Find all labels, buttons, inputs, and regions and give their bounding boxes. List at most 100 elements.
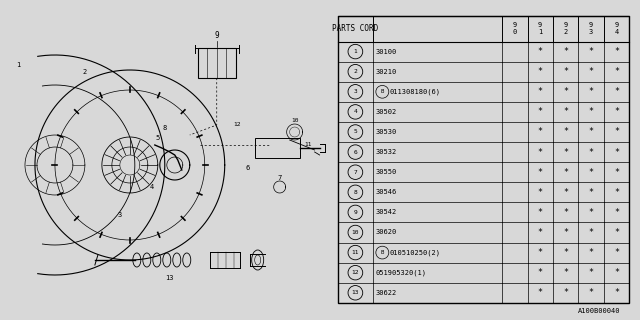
Text: 7: 7 xyxy=(353,170,357,175)
Text: 9
2: 9 2 xyxy=(564,22,568,35)
Text: *: * xyxy=(538,248,543,257)
Text: 30530: 30530 xyxy=(376,129,397,135)
Text: *: * xyxy=(614,248,619,257)
Text: 9
1: 9 1 xyxy=(538,22,542,35)
Text: 30622: 30622 xyxy=(376,290,397,296)
Text: *: * xyxy=(589,228,594,237)
Text: 30620: 30620 xyxy=(376,229,397,236)
Text: A100B00040: A100B00040 xyxy=(579,308,621,314)
Text: 9
0: 9 0 xyxy=(513,22,517,35)
Text: 30542: 30542 xyxy=(376,209,397,215)
Text: *: * xyxy=(614,268,619,277)
Text: *: * xyxy=(614,228,619,237)
Text: *: * xyxy=(614,168,619,177)
Text: 5: 5 xyxy=(353,130,357,134)
Text: *: * xyxy=(589,108,594,116)
Text: *: * xyxy=(563,268,568,277)
Text: *: * xyxy=(589,148,594,156)
Text: *: * xyxy=(563,67,568,76)
Text: *: * xyxy=(614,148,619,156)
Text: *: * xyxy=(589,168,594,177)
Text: 9: 9 xyxy=(214,31,219,40)
Text: *: * xyxy=(589,188,594,197)
Text: *: * xyxy=(589,67,594,76)
Text: 8: 8 xyxy=(163,125,167,131)
Text: *: * xyxy=(538,127,543,137)
Text: *: * xyxy=(563,47,568,56)
Text: 4: 4 xyxy=(150,184,154,190)
Text: 051905320(1): 051905320(1) xyxy=(376,269,427,276)
Text: 13: 13 xyxy=(351,290,359,295)
Text: *: * xyxy=(538,168,543,177)
Text: *: * xyxy=(563,168,568,177)
Text: 10: 10 xyxy=(291,117,298,123)
Text: 30100: 30100 xyxy=(376,49,397,55)
Text: 30546: 30546 xyxy=(376,189,397,195)
Text: 12: 12 xyxy=(233,123,241,127)
Text: 12: 12 xyxy=(351,270,359,275)
Text: *: * xyxy=(563,127,568,137)
Text: 1: 1 xyxy=(16,62,20,68)
Text: *: * xyxy=(538,268,543,277)
Text: *: * xyxy=(589,127,594,137)
Text: *: * xyxy=(563,188,568,197)
Text: *: * xyxy=(614,208,619,217)
Text: *: * xyxy=(538,228,543,237)
Text: *: * xyxy=(589,288,594,297)
Text: 010510250(2): 010510250(2) xyxy=(390,249,441,256)
Text: 6: 6 xyxy=(353,149,357,155)
Text: 6: 6 xyxy=(246,165,250,171)
Text: 13: 13 xyxy=(166,275,174,281)
Text: *: * xyxy=(563,288,568,297)
Text: *: * xyxy=(563,228,568,237)
Text: 2: 2 xyxy=(353,69,357,74)
Text: 11: 11 xyxy=(304,142,312,148)
Text: 30550: 30550 xyxy=(376,169,397,175)
Text: *: * xyxy=(538,87,543,96)
Text: 30532: 30532 xyxy=(376,149,397,155)
Text: *: * xyxy=(563,248,568,257)
Text: *: * xyxy=(614,87,619,96)
Text: *: * xyxy=(589,208,594,217)
Text: *: * xyxy=(563,87,568,96)
Text: B: B xyxy=(381,250,384,255)
Text: 9
3: 9 3 xyxy=(589,22,593,35)
Text: *: * xyxy=(614,127,619,137)
Text: *: * xyxy=(563,108,568,116)
Text: 1: 1 xyxy=(353,49,357,54)
Text: *: * xyxy=(614,67,619,76)
Text: *: * xyxy=(538,288,543,297)
Text: 7: 7 xyxy=(278,175,282,181)
Text: 3: 3 xyxy=(353,89,357,94)
Text: 5: 5 xyxy=(156,135,160,141)
Text: 2: 2 xyxy=(83,69,87,75)
Text: *: * xyxy=(589,47,594,56)
Text: *: * xyxy=(538,148,543,156)
Text: *: * xyxy=(538,67,543,76)
Text: *: * xyxy=(563,148,568,156)
Text: 8: 8 xyxy=(353,190,357,195)
Text: *: * xyxy=(614,188,619,197)
Text: *: * xyxy=(538,208,543,217)
Text: 3: 3 xyxy=(118,212,122,218)
Text: *: * xyxy=(589,248,594,257)
Text: 9
4: 9 4 xyxy=(614,22,619,35)
Text: 9: 9 xyxy=(353,210,357,215)
Text: PARTS CORD: PARTS CORD xyxy=(332,24,378,33)
Text: *: * xyxy=(589,87,594,96)
Text: 10: 10 xyxy=(351,230,359,235)
Text: *: * xyxy=(614,47,619,56)
Text: B: B xyxy=(381,89,384,94)
Text: 30502: 30502 xyxy=(376,109,397,115)
Text: 11: 11 xyxy=(351,250,359,255)
Text: 011308180(6): 011308180(6) xyxy=(390,89,441,95)
Text: *: * xyxy=(589,268,594,277)
Text: *: * xyxy=(538,47,543,56)
Text: *: * xyxy=(538,188,543,197)
Text: 4: 4 xyxy=(353,109,357,114)
Text: 30210: 30210 xyxy=(376,69,397,75)
Text: *: * xyxy=(614,288,619,297)
Text: *: * xyxy=(538,108,543,116)
Text: *: * xyxy=(563,208,568,217)
Text: *: * xyxy=(614,108,619,116)
